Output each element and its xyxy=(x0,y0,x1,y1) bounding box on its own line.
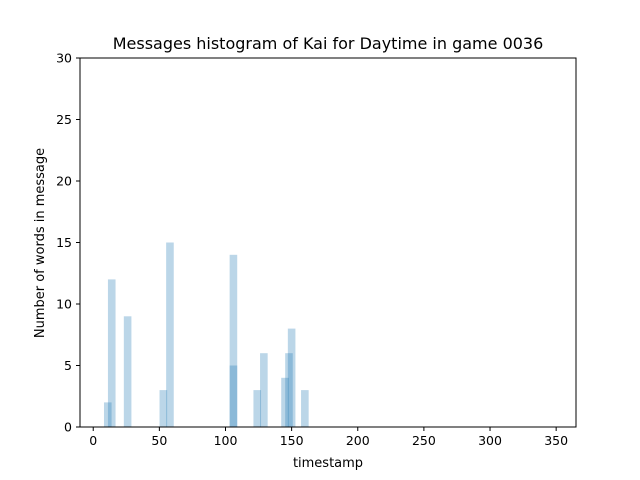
y-axis-label: Number of words in message xyxy=(33,148,48,338)
x-tick-label-2: 100 xyxy=(214,433,238,448)
y-tick-label-0: 0 xyxy=(64,420,72,435)
bar-10 xyxy=(285,353,293,427)
y-tick-label-6: 30 xyxy=(56,51,72,66)
bar-2 xyxy=(123,316,132,427)
bar-4 xyxy=(166,242,174,427)
x-tick-label-5: 250 xyxy=(412,433,436,448)
bar-7 xyxy=(253,390,262,427)
x-axis-label: timestamp xyxy=(293,456,363,471)
bar-11 xyxy=(287,328,296,427)
bar-8 xyxy=(260,353,268,427)
y-tick-label-4: 20 xyxy=(56,174,72,189)
y-tick-label-1: 5 xyxy=(64,358,72,373)
x-tick-label-0: 0 xyxy=(89,433,97,448)
bar-1 xyxy=(107,279,116,427)
y-tick-label-2: 10 xyxy=(56,297,72,312)
x-axis-ticks: 0 50 100 150 200 250 300 350 xyxy=(89,427,568,448)
bars-layer xyxy=(103,242,309,427)
x-tick-label-7: 350 xyxy=(544,433,568,448)
x-tick-label-4: 200 xyxy=(346,433,370,448)
y-tick-label-3: 15 xyxy=(56,235,72,250)
bar-0 xyxy=(103,402,112,427)
bar-6 xyxy=(229,365,238,427)
bar-9 xyxy=(281,377,289,427)
bar-5 xyxy=(229,254,238,427)
bar-3 xyxy=(159,390,168,427)
x-tick-label-6: 300 xyxy=(478,433,502,448)
bar-12 xyxy=(301,390,309,427)
x-tick-label-1: 50 xyxy=(151,433,167,448)
y-axis-ticks: 0 5 10 15 20 25 30 xyxy=(56,51,80,435)
y-tick-label-5: 25 xyxy=(56,112,72,127)
chart-title: Messages histogram of Kai for Daytime in… xyxy=(113,34,544,53)
plot-area-frame xyxy=(79,57,577,428)
x-tick-label-3: 150 xyxy=(280,433,304,448)
